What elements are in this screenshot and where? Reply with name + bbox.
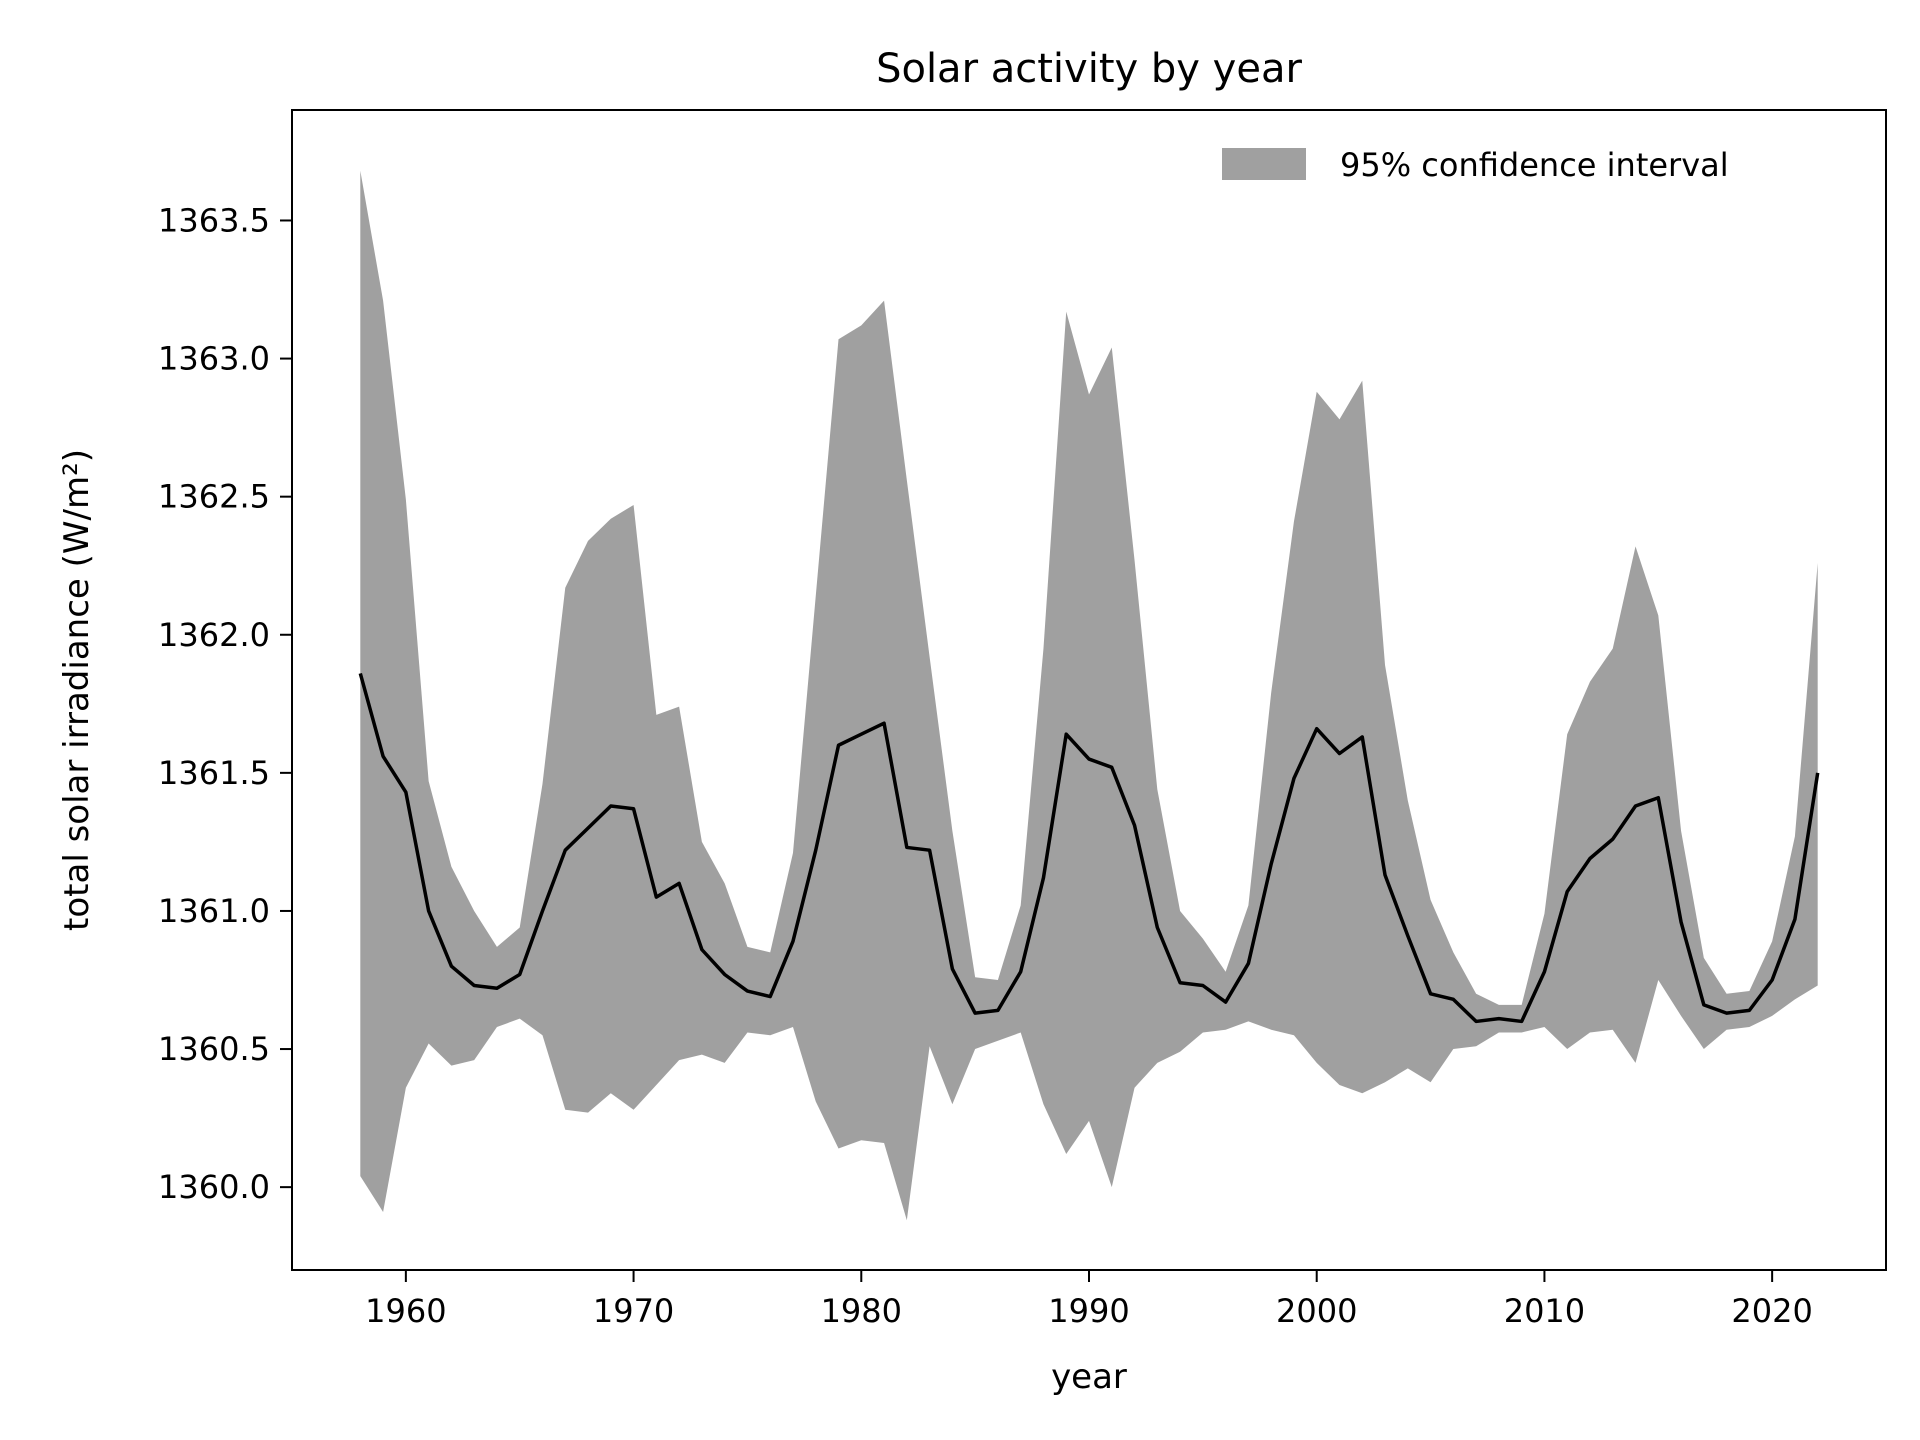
legend-label: 95% confidence interval xyxy=(1340,146,1729,184)
x-tick-label: 2010 xyxy=(1504,1292,1585,1330)
legend-swatch xyxy=(1222,148,1306,180)
x-tick-label: 1970 xyxy=(593,1292,674,1330)
x-tick-label: 1960 xyxy=(365,1292,446,1330)
y-tick-label: 1360.5 xyxy=(158,1030,270,1068)
x-tick-label: 1990 xyxy=(1048,1292,1129,1330)
chart-title: Solar activity by year xyxy=(876,46,1302,92)
y-tick-label: 1363.0 xyxy=(158,340,270,378)
confidence-band xyxy=(360,170,1818,1221)
y-tick-label: 1362.0 xyxy=(158,616,270,654)
x-tick-label: 2000 xyxy=(1276,1292,1357,1330)
y-tick-label: 1361.5 xyxy=(158,754,270,792)
x-tick-label: 2020 xyxy=(1731,1292,1812,1330)
x-axis-label: year xyxy=(1051,1357,1127,1397)
x-axis: 1960 1970 1980 1990 2000 2010 2020 xyxy=(365,1270,1813,1330)
plot-area xyxy=(358,170,1820,1221)
y-axis-label: total solar irradiance (W/m²) xyxy=(57,449,97,931)
y-tick-label: 1362.5 xyxy=(158,478,270,516)
y-axis: 1360.0 1360.5 1361.0 1361.5 1362.0 1362.5 1363… xyxy=(158,201,292,1206)
x-tick-label: 1980 xyxy=(821,1292,902,1330)
series-line xyxy=(358,672,1820,1024)
legend: 95% confidence interval xyxy=(1222,146,1729,184)
y-tick-label: 1363.5 xyxy=(158,201,270,239)
y-tick-label: 1361.0 xyxy=(158,892,270,930)
y-tick-label: 1360.0 xyxy=(158,1168,270,1206)
